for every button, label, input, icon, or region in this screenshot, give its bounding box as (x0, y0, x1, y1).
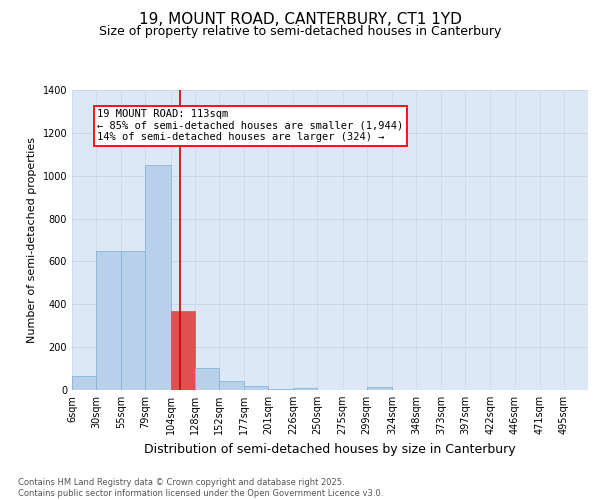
X-axis label: Distribution of semi-detached houses by size in Canterbury: Distribution of semi-detached houses by … (144, 442, 516, 456)
Text: 19 MOUNT ROAD: 113sqm
← 85% of semi-detached houses are smaller (1,944)
14% of s: 19 MOUNT ROAD: 113sqm ← 85% of semi-deta… (97, 110, 403, 142)
Bar (121, 250, 145, 390)
Text: Size of property relative to semi-detached houses in Canterbury: Size of property relative to semi-detach… (99, 25, 501, 38)
Text: Contains HM Land Registry data © Crown copyright and database right 2025.
Contai: Contains HM Land Registry data © Crown c… (18, 478, 383, 498)
Bar (145, 165, 170, 390)
Bar (268, 389, 293, 390)
Bar (244, 386, 268, 390)
Bar (367, 387, 392, 390)
Y-axis label: Number of semi-detached properties: Number of semi-detached properties (27, 137, 37, 343)
Bar (96, 250, 121, 390)
Bar (195, 368, 219, 390)
Bar (293, 388, 317, 390)
Bar (170, 310, 195, 390)
Bar (219, 382, 244, 390)
Bar (72, 376, 96, 390)
Text: 19, MOUNT ROAD, CANTERBURY, CT1 1YD: 19, MOUNT ROAD, CANTERBURY, CT1 1YD (139, 12, 461, 28)
